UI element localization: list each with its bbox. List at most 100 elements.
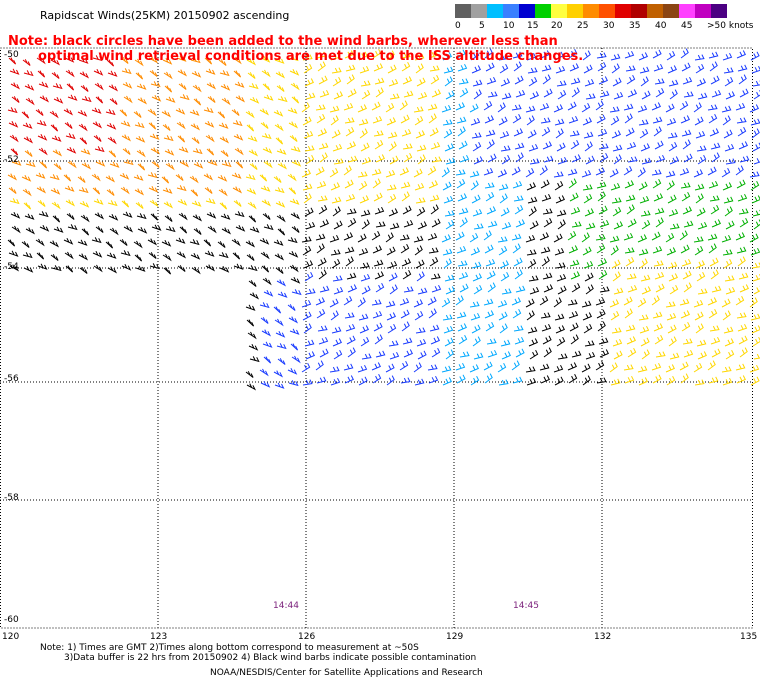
wind-barb xyxy=(528,275,539,282)
color-scale-label: 0 xyxy=(455,21,461,31)
wind-barb xyxy=(542,335,552,345)
wind-barb xyxy=(542,208,553,215)
wind-barb xyxy=(122,148,131,155)
wind-barb xyxy=(667,65,677,74)
wind-barb xyxy=(206,211,217,219)
wind-barb xyxy=(443,325,454,334)
wind-barb xyxy=(207,96,216,103)
wind-barb xyxy=(289,264,299,273)
wind-barb xyxy=(358,51,368,61)
wind-barb xyxy=(359,65,370,74)
wind-barb xyxy=(358,180,368,191)
wind-barb xyxy=(36,120,47,127)
wind-barb xyxy=(66,213,75,220)
wind-barb xyxy=(458,207,469,215)
wind-barb xyxy=(696,78,706,87)
wind-barb xyxy=(304,145,315,152)
wind-barb xyxy=(581,102,591,113)
wind-barb xyxy=(444,274,455,282)
wind-barb xyxy=(190,252,201,260)
wind-barb xyxy=(134,254,143,262)
wind-barb xyxy=(612,338,623,347)
wind-barb xyxy=(625,127,635,137)
wind-barb xyxy=(52,83,63,90)
wind-barb xyxy=(193,228,202,235)
wind-barb xyxy=(232,186,243,194)
wind-barb xyxy=(374,77,385,85)
wind-barb xyxy=(511,166,521,176)
wind-barb xyxy=(568,115,579,124)
wind-barb xyxy=(625,194,636,202)
wind-barb xyxy=(248,83,259,90)
wind-barb xyxy=(568,373,578,384)
wind-barb xyxy=(585,284,594,295)
wind-barb xyxy=(37,70,46,78)
wind-barb xyxy=(570,139,580,150)
wind-barb xyxy=(441,104,452,113)
wind-barb xyxy=(204,57,213,65)
wind-barb xyxy=(570,334,579,345)
map-frame xyxy=(0,47,753,629)
wind-barb xyxy=(193,161,204,169)
color-scale-label: 15 xyxy=(527,21,539,31)
wind-barb xyxy=(739,347,748,358)
wind-barb xyxy=(652,311,663,319)
wind-barb xyxy=(413,299,423,308)
wind-barb xyxy=(259,368,269,377)
wind-barb xyxy=(470,375,480,386)
wind-barb xyxy=(287,173,297,182)
wind-barb xyxy=(343,295,353,306)
wind-barb xyxy=(137,163,146,171)
wind-barb xyxy=(515,348,525,358)
wind-barb xyxy=(37,133,48,141)
wind-barb xyxy=(345,256,354,267)
wind-barb xyxy=(24,213,35,220)
lon-label-129: 129 xyxy=(446,632,464,642)
wind-barb xyxy=(388,208,398,217)
wind-barb xyxy=(541,193,552,202)
wind-barb xyxy=(625,324,636,332)
wind-barb xyxy=(512,243,521,254)
wind-barb xyxy=(401,258,411,267)
wind-barb xyxy=(318,75,328,85)
wind-barb xyxy=(329,234,340,243)
wind-barb xyxy=(291,159,302,167)
wind-barb xyxy=(79,200,90,208)
wind-barb xyxy=(218,59,227,66)
wind-barb xyxy=(486,338,497,345)
wind-barb xyxy=(694,379,705,386)
wind-barb xyxy=(710,75,720,85)
wind-barb xyxy=(176,121,186,130)
wind-barb xyxy=(624,247,635,254)
wind-barb xyxy=(23,202,32,210)
wind-barb xyxy=(206,82,217,90)
wind-barb xyxy=(626,336,636,345)
wind-barb xyxy=(8,120,19,128)
wind-barb xyxy=(386,375,395,386)
wind-barb xyxy=(655,283,665,293)
wind-barb xyxy=(275,71,286,79)
wind-barb xyxy=(610,245,619,256)
wind-barb xyxy=(315,166,325,176)
wind-barb xyxy=(413,168,423,178)
wind-barb xyxy=(246,124,255,132)
wind-barb xyxy=(668,141,678,152)
wind-barb xyxy=(316,51,327,59)
wind-barb xyxy=(417,154,426,165)
wind-barb xyxy=(473,156,483,165)
wind-barb xyxy=(652,374,662,384)
wind-barb xyxy=(413,235,424,243)
wind-barb xyxy=(680,48,689,59)
wind-barb xyxy=(445,349,454,360)
wind-barb xyxy=(176,251,187,259)
wind-barb xyxy=(582,184,593,191)
wind-barb xyxy=(501,154,511,165)
wind-barb xyxy=(77,176,86,183)
wind-barb xyxy=(596,377,607,384)
wind-barb xyxy=(11,159,22,166)
wind-barb xyxy=(554,376,564,386)
wind-barb xyxy=(275,200,286,208)
wind-barb xyxy=(416,206,426,217)
wind-barb xyxy=(373,63,383,72)
wind-barb xyxy=(288,316,299,324)
